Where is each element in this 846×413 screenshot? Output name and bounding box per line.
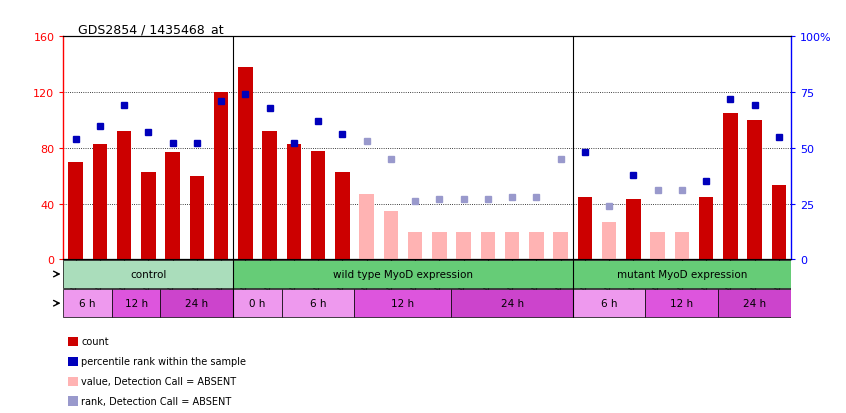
Text: value, Detection Call = ABSENT: value, Detection Call = ABSENT (81, 376, 236, 386)
Text: 12 h: 12 h (392, 299, 415, 309)
Bar (772, 186, 786, 260)
Bar (92, 144, 107, 260)
Bar (233, 290, 282, 318)
Bar (161, 290, 233, 318)
Bar (553, 232, 568, 260)
Bar (602, 222, 617, 260)
Bar (626, 200, 640, 260)
Bar (287, 144, 301, 260)
Bar (481, 232, 495, 260)
Bar (354, 290, 452, 318)
Bar (645, 290, 718, 318)
Text: 6 h: 6 h (80, 299, 96, 309)
Bar (360, 195, 374, 260)
Bar (69, 162, 83, 260)
Bar (452, 290, 573, 318)
Bar (529, 232, 544, 260)
Text: wild type MyoD expression: wild type MyoD expression (333, 269, 473, 279)
Bar (651, 232, 665, 260)
Bar (718, 290, 791, 318)
Bar (233, 260, 573, 288)
Bar (383, 211, 398, 260)
Bar (456, 232, 471, 260)
Bar (747, 121, 762, 260)
Bar (165, 153, 180, 260)
Bar (214, 93, 228, 260)
Text: count: count (81, 337, 109, 347)
Text: 12 h: 12 h (124, 299, 148, 309)
Bar (63, 290, 112, 318)
Text: 6 h: 6 h (310, 299, 327, 309)
Bar (573, 260, 791, 288)
Text: 12 h: 12 h (670, 299, 694, 309)
Bar (674, 232, 689, 260)
Bar (408, 232, 422, 260)
Text: 6 h: 6 h (601, 299, 618, 309)
Bar (432, 232, 447, 260)
Bar (262, 132, 277, 260)
Bar (310, 151, 326, 260)
Bar (112, 290, 161, 318)
Text: mutant MyoD expression: mutant MyoD expression (617, 269, 747, 279)
Text: percentile rank within the sample: percentile rank within the sample (81, 356, 246, 366)
Bar (505, 232, 519, 260)
Text: 24 h: 24 h (185, 299, 208, 309)
Bar (117, 132, 131, 260)
Text: GDS2854 / 1435468_at: GDS2854 / 1435468_at (78, 23, 223, 36)
Bar (190, 176, 204, 260)
Bar (335, 172, 349, 260)
Bar (141, 172, 156, 260)
Bar (63, 260, 791, 413)
Bar (63, 260, 233, 288)
Text: rank, Detection Call = ABSENT: rank, Detection Call = ABSENT (81, 396, 232, 406)
Bar (699, 197, 713, 260)
Bar (723, 114, 738, 260)
Bar (573, 290, 645, 318)
Text: 0 h: 0 h (250, 299, 266, 309)
Text: 24 h: 24 h (501, 299, 524, 309)
Text: 24 h: 24 h (743, 299, 766, 309)
Bar (282, 290, 354, 318)
Bar (238, 68, 253, 260)
Text: control: control (130, 269, 167, 279)
Bar (578, 197, 592, 260)
